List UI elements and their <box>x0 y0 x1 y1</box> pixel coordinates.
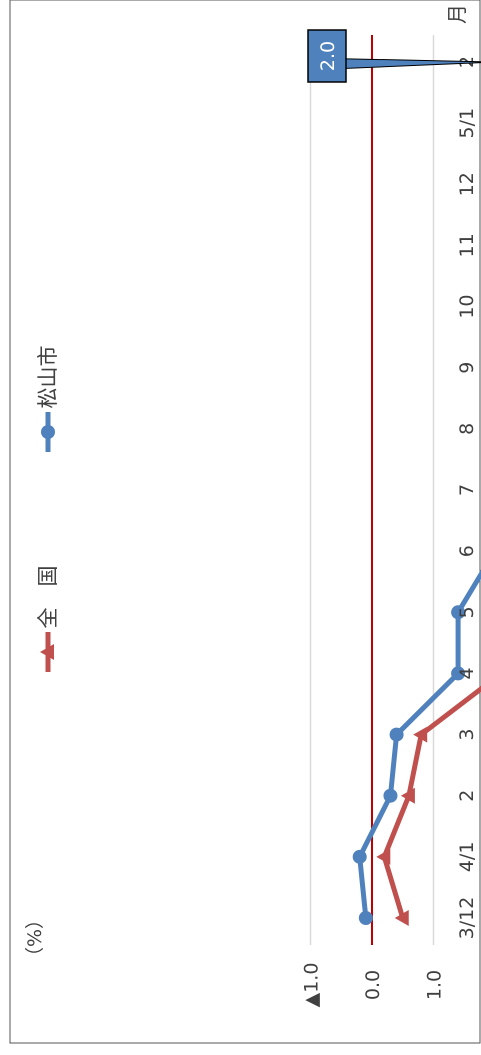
legend-label: 全 国 <box>36 566 60 629</box>
legend-swatch-marker <box>41 425 55 439</box>
category-tick-label: 4/1 <box>456 842 478 873</box>
category-tick-label: 7 <box>456 484 478 496</box>
callout-label: 2.0 <box>317 41 339 71</box>
x-axis-label: 月 <box>445 4 469 24</box>
data-point <box>383 789 397 803</box>
category-tick-label: 8 <box>456 423 478 435</box>
category-tick-label: 5 <box>456 606 478 618</box>
category-tick-label: 6 <box>456 545 478 557</box>
category-tick-label: 9 <box>456 362 478 374</box>
value-tick-label: 0.0 <box>362 970 384 1000</box>
data-point <box>390 728 404 742</box>
category-tick-label: 3/12 <box>456 897 478 940</box>
chart-border <box>10 0 480 1043</box>
legend-label: 松山市 <box>36 346 60 409</box>
value-tick-label: 1.0 <box>424 970 446 1000</box>
value-tick-label: ▲1.0 <box>301 963 323 1008</box>
category-tick-label: 2 <box>456 790 478 802</box>
category-tick-label: 3 <box>456 729 478 741</box>
category-tick-label: 11 <box>456 233 478 257</box>
data-point <box>353 850 367 864</box>
unit-label: （%） <box>24 910 46 966</box>
data-point <box>359 911 373 925</box>
category-tick-label: 10 <box>456 294 478 318</box>
category-tick-label: 4 <box>456 667 478 679</box>
category-tick-label: 5/1 <box>456 108 478 139</box>
category-tick-label: 12 <box>456 172 478 196</box>
